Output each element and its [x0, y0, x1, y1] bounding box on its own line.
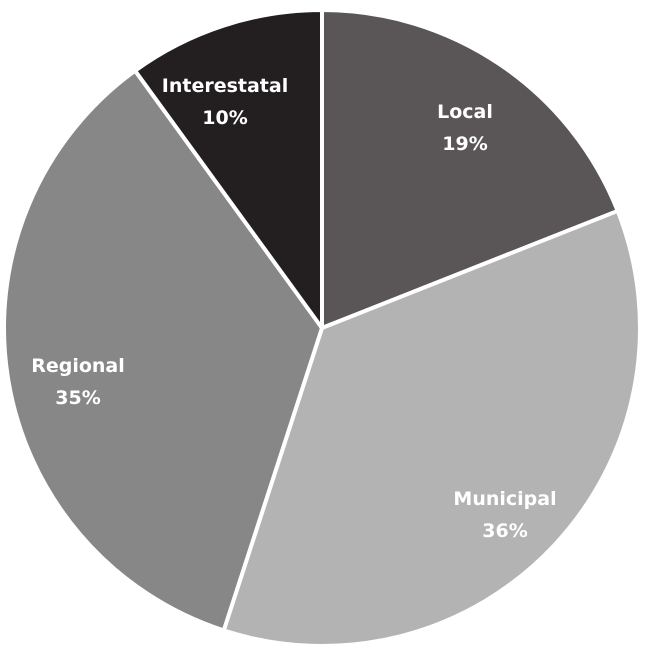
slice-value-label-local: 19% — [442, 133, 487, 155]
pie-slice-interestatal — [133, 8, 324, 330]
slice-value-label-municipal: 36% — [482, 520, 527, 542]
slice-value-label-interestatal: 10% — [202, 107, 247, 129]
pie-slice-local — [320, 8, 620, 330]
slice-label-local: Local — [437, 101, 493, 123]
slice-label-regional: Regional — [31, 355, 125, 377]
pie-slice-municipal — [221, 208, 642, 648]
pie-slice-regional — [2, 68, 324, 633]
slice-label-interestatal: Interestatal — [162, 75, 288, 97]
slice-label-municipal: Municipal — [453, 488, 556, 510]
slice-value-label-regional: 35% — [55, 387, 100, 409]
